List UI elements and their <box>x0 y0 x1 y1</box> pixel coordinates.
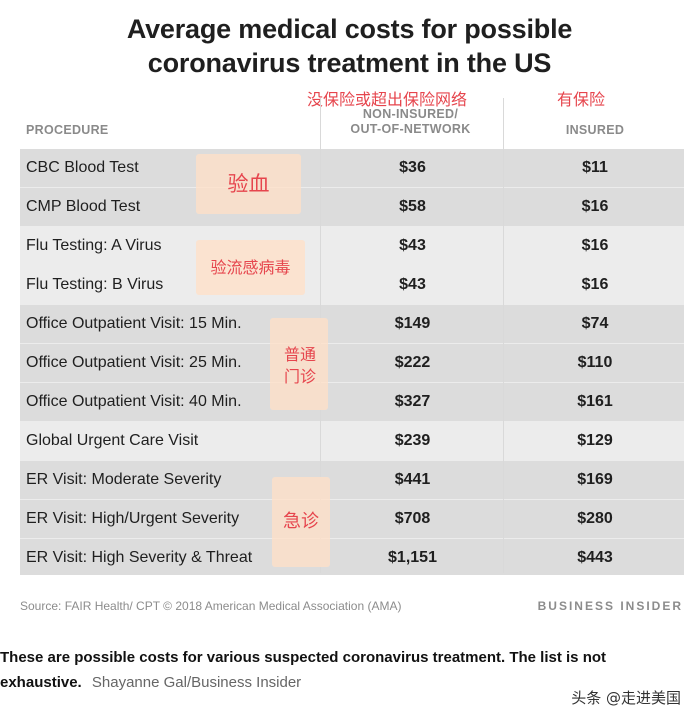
insured-cost-cell: $280 <box>577 510 613 527</box>
table-row: Office Outpatient Visit: 15 Min. $149 $7… <box>20 305 684 343</box>
procedure-column-header: PROCEDURE <box>26 123 109 137</box>
title-line-1: Average medical costs for possible <box>126 14 573 44</box>
insured-column-header: INSURED <box>565 123 625 137</box>
non-insured-cost-cell: $327 <box>394 393 431 410</box>
insured-cost-cell: $129 <box>577 432 613 449</box>
table-row: Office Outpatient Visit: 40 Min. $327 $1… <box>20 383 684 421</box>
table-row: CMP Blood Test $58 $16 <box>20 188 684 226</box>
table-row: Flu Testing: A Virus $43 $16 <box>20 227 684 265</box>
business-insider-logo: BUSINESS INSIDER <box>537 599 683 613</box>
procedure-cell: Office Outpatient Visit: 15 Min. <box>26 315 242 332</box>
non-insured-cost-cell: $239 <box>394 432 431 449</box>
insured-cn-label: 有保险 <box>557 90 606 109</box>
procedure-cell: Flu Testing: B Virus <box>26 276 164 293</box>
procedure-cell: ER Visit: High Severity & Threat <box>26 549 253 566</box>
non-insured-cost-cell: $43 <box>399 276 426 293</box>
insured-cost-cell: $16 <box>581 276 609 293</box>
office-visit-cn-line-2: 门诊 <box>284 367 317 386</box>
non-insured-cost-cell: $441 <box>394 471 431 488</box>
office-visit-cn-line-1: 普通 <box>284 345 317 364</box>
procedure-cell: ER Visit: High/Urgent Severity <box>26 510 240 527</box>
procedure-cell: ER Visit: Moderate Severity <box>26 471 222 488</box>
infographic-card: Average medical costs for possible coron… <box>0 12 699 613</box>
insured-cost-cell: $169 <box>577 471 613 488</box>
blood-test-cn-annotation: 验血 <box>196 154 301 214</box>
procedure-cell: Flu Testing: A Virus <box>26 237 162 254</box>
table-row: Global Urgent Care Visit $239 $129 <box>20 422 684 460</box>
insured-cost-cell: $16 <box>581 198 609 215</box>
er-visit-cn-annotation: 急诊 <box>272 477 330 567</box>
procedure-cell: Office Outpatient Visit: 25 Min. <box>26 354 242 371</box>
insured-cost-cell: $16 <box>581 237 609 254</box>
image-caption: These are possible costs for various sus… <box>0 645 680 695</box>
non-insured-cost-cell: $708 <box>394 510 431 527</box>
procedure-cell: CMP Blood Test <box>26 198 141 215</box>
source-note: Source: FAIR Health/ CPT © 2018 American… <box>20 599 402 613</box>
non-insured-cost-cell: $222 <box>394 354 431 371</box>
table-row: ER Visit: Moderate Severity $441 $169 <box>20 461 684 499</box>
non-insured-cn-label: 没保险或超出保险网络 <box>307 90 468 109</box>
insured-cost-cell: $74 <box>581 315 609 332</box>
non-insured-header-line-1: NON-INSURED/ <box>362 107 459 121</box>
procedure-cell: Office Outpatient Visit: 40 Min. <box>26 393 242 410</box>
non-insured-cost-cell: $58 <box>399 198 426 215</box>
non-insured-cost-cell: $149 <box>394 315 431 332</box>
table-row: Flu Testing: B Virus $43 $16 <box>20 266 684 304</box>
insured-cost-cell: $443 <box>577 549 613 566</box>
table-row: Office Outpatient Visit: 25 Min. $222 $1… <box>20 344 684 382</box>
caption-text: These are possible costs for various sus… <box>0 649 607 691</box>
chart-title: Average medical costs for possible coron… <box>0 12 699 80</box>
insured-cost-cell: $11 <box>582 159 608 176</box>
non-insured-cost-cell: $43 <box>399 237 426 254</box>
office-visit-cn-annotation: 普通 门诊 <box>270 318 328 410</box>
non-insured-column-header: NON-INSURED/ OUT-OF-NETWORK <box>318 107 503 137</box>
title-line-2: coronavirus treatment in the US <box>147 48 552 78</box>
table-row: ER Visit: High Severity & Threat $1,151 … <box>20 539 684 575</box>
non-insured-cost-cell: $1,151 <box>388 549 437 566</box>
source-watermark: 头条 @走进美国 <box>571 689 681 707</box>
insured-cost-cell: $161 <box>577 393 613 410</box>
procedure-cell: Global Urgent Care Visit <box>26 432 199 449</box>
insured-cost-cell: $110 <box>577 354 613 371</box>
non-insured-header-line-2: OUT-OF-NETWORK <box>350 122 471 136</box>
column-divider <box>503 98 504 573</box>
non-insured-cost-cell: $36 <box>399 159 426 176</box>
caption-credit: Shayanne Gal/Business Insider <box>91 674 302 691</box>
table-row: CBC Blood Test $36 $11 <box>20 149 684 187</box>
table-row: ER Visit: High/Urgent Severity $708 $280 <box>20 500 684 538</box>
flu-test-cn-annotation: 验流感病毒 <box>196 240 305 295</box>
procedure-cell: CBC Blood Test <box>26 159 139 176</box>
cost-table: CBC Blood Test $36 $11 CMP Blood Test $5… <box>20 149 684 575</box>
